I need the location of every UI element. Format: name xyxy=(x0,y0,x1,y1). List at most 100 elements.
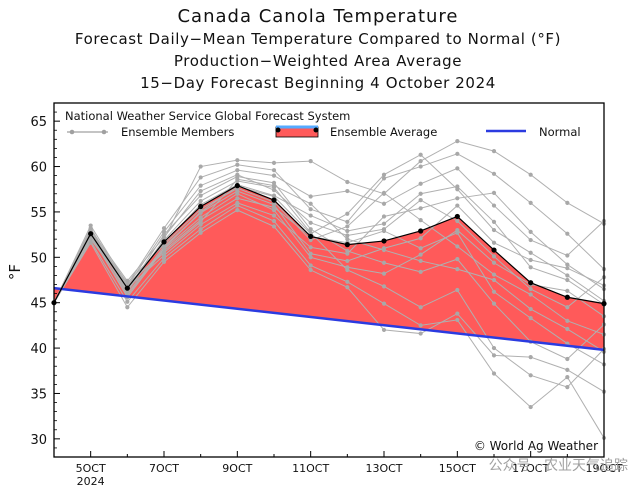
ensemble-member-point xyxy=(528,229,533,234)
ensemble-average-point xyxy=(454,213,460,220)
ensemble-member-point xyxy=(491,301,497,306)
ensemble-member-point xyxy=(308,255,313,260)
ensemble-member-point xyxy=(161,250,167,255)
ensemble-member-line xyxy=(53,187,605,335)
chart-titles: Canada Canola Temperature Forecast Daily… xyxy=(0,6,636,94)
ensemble-member-point xyxy=(491,277,497,283)
legend-members-label: Ensemble Members xyxy=(121,125,234,139)
ensemble-member-point xyxy=(381,260,387,265)
x-tick-label: 5OCT xyxy=(76,462,106,475)
ensemble-member-point xyxy=(345,285,350,290)
ensemble-member-point xyxy=(528,373,533,378)
legend-average-swatch-point xyxy=(313,127,319,133)
normal-line xyxy=(53,286,605,352)
ensemble-member-point xyxy=(565,367,570,372)
ensemble-member-point xyxy=(528,265,533,270)
ensemble-member-point xyxy=(418,258,423,264)
ensemble-member-point xyxy=(491,371,497,376)
ensemble-member-point xyxy=(345,251,350,256)
ensemble-member-point xyxy=(565,277,570,283)
legend-average-label: Ensemble Average xyxy=(330,125,437,139)
ensemble-member-line xyxy=(53,205,605,439)
legend-average-swatch-point xyxy=(275,127,281,133)
chart-subtitle-2: Production−Weighted Area Average xyxy=(173,52,463,70)
ensemble-member-point xyxy=(308,251,313,256)
ensemble-member-point xyxy=(381,327,387,333)
ensemble-member-point xyxy=(198,230,203,235)
ensemble-member-point xyxy=(88,240,93,245)
ensemble-member-point xyxy=(161,256,167,261)
ensemble-member-point xyxy=(491,345,497,351)
x-tick-label: 7OCT xyxy=(149,462,179,475)
ensemble-member-point xyxy=(161,235,167,240)
ensemble-average-point xyxy=(528,280,534,286)
y-tick-label: 45 xyxy=(30,297,47,312)
ensemble-member-point xyxy=(235,162,240,167)
ensemble-member-point xyxy=(565,231,570,236)
ensemble-member-point xyxy=(198,227,203,232)
ensemble-member-line xyxy=(53,153,605,303)
ensemble-member-point xyxy=(455,139,460,144)
ensemble-member-point xyxy=(418,269,423,274)
ensemble-member-point xyxy=(308,158,313,164)
ensemble-member-point xyxy=(345,188,350,194)
ensemble-member-point xyxy=(198,188,203,194)
ensemble-member-point xyxy=(308,207,313,212)
ensemble-member-point xyxy=(491,190,497,195)
x-tick-label: 15OCT xyxy=(439,462,476,475)
ensemble-member-point xyxy=(565,305,570,310)
ensemble-average-point xyxy=(234,183,240,189)
ensemble-member-point xyxy=(308,245,313,250)
ensemble-member-point xyxy=(345,179,350,185)
ensemble-member-point xyxy=(381,271,387,276)
legend-normal-label: Normal xyxy=(539,125,581,139)
ensemble-average-point xyxy=(271,197,277,203)
ensemble-member-point xyxy=(345,228,350,234)
chart-subtitle-1: Forecast Daily−Mean Temperature Compared… xyxy=(74,30,562,48)
ensemble-member-point xyxy=(418,206,423,211)
ensemble-member-point xyxy=(161,259,167,264)
ensemble-member-point xyxy=(235,208,240,213)
ensemble-member-point xyxy=(271,205,277,210)
legend-members-swatch-point xyxy=(101,129,107,135)
ensemble-member-point xyxy=(455,230,460,235)
ensemble-member-point xyxy=(345,265,350,270)
ensemble-member-point xyxy=(455,244,460,249)
ensemble-member-point xyxy=(455,257,460,262)
ensemble-member-point xyxy=(491,254,497,259)
ensemble-member-point xyxy=(418,198,423,203)
ensemble-member-point xyxy=(565,253,570,258)
ensemble-member-point xyxy=(271,173,277,178)
ensemble-member-point xyxy=(565,200,570,205)
ensemble-member-point xyxy=(528,316,533,321)
ensemble-member-point xyxy=(565,262,570,267)
x-tick-label: 11OCT xyxy=(292,462,329,475)
ensemble-member-point xyxy=(418,181,423,186)
ensemble-member-point xyxy=(125,278,130,284)
ensemble-member-point xyxy=(455,287,460,293)
ensemble-member-point xyxy=(308,220,313,225)
ensemble-member-point xyxy=(161,246,167,251)
ensemble-member-point xyxy=(565,288,570,293)
ensemble-member-point xyxy=(528,250,533,255)
ensemble-member-point xyxy=(161,226,167,231)
ensemble-member-point xyxy=(491,203,497,208)
above-normal-area xyxy=(54,185,604,350)
ensemble-member-point xyxy=(308,227,313,232)
ensemble-member-point xyxy=(381,221,387,226)
legend-members-swatch-point xyxy=(69,129,75,135)
ensemble-member-point xyxy=(528,200,533,205)
ensemble-member-point xyxy=(235,172,240,177)
ensemble-member-line xyxy=(53,193,605,317)
ensemble-member-point xyxy=(345,233,350,238)
x-tick-label: 9OCT xyxy=(222,462,252,475)
ensemble-member-point xyxy=(308,201,313,206)
x-tick-label: 19OCT xyxy=(585,462,622,475)
ensemble-member-point xyxy=(198,219,203,225)
ensemble-member-point xyxy=(198,183,203,188)
ensemble-member-point xyxy=(528,292,533,297)
x-tick-label: 13OCT xyxy=(365,462,402,475)
ensemble-member-point xyxy=(491,171,497,176)
